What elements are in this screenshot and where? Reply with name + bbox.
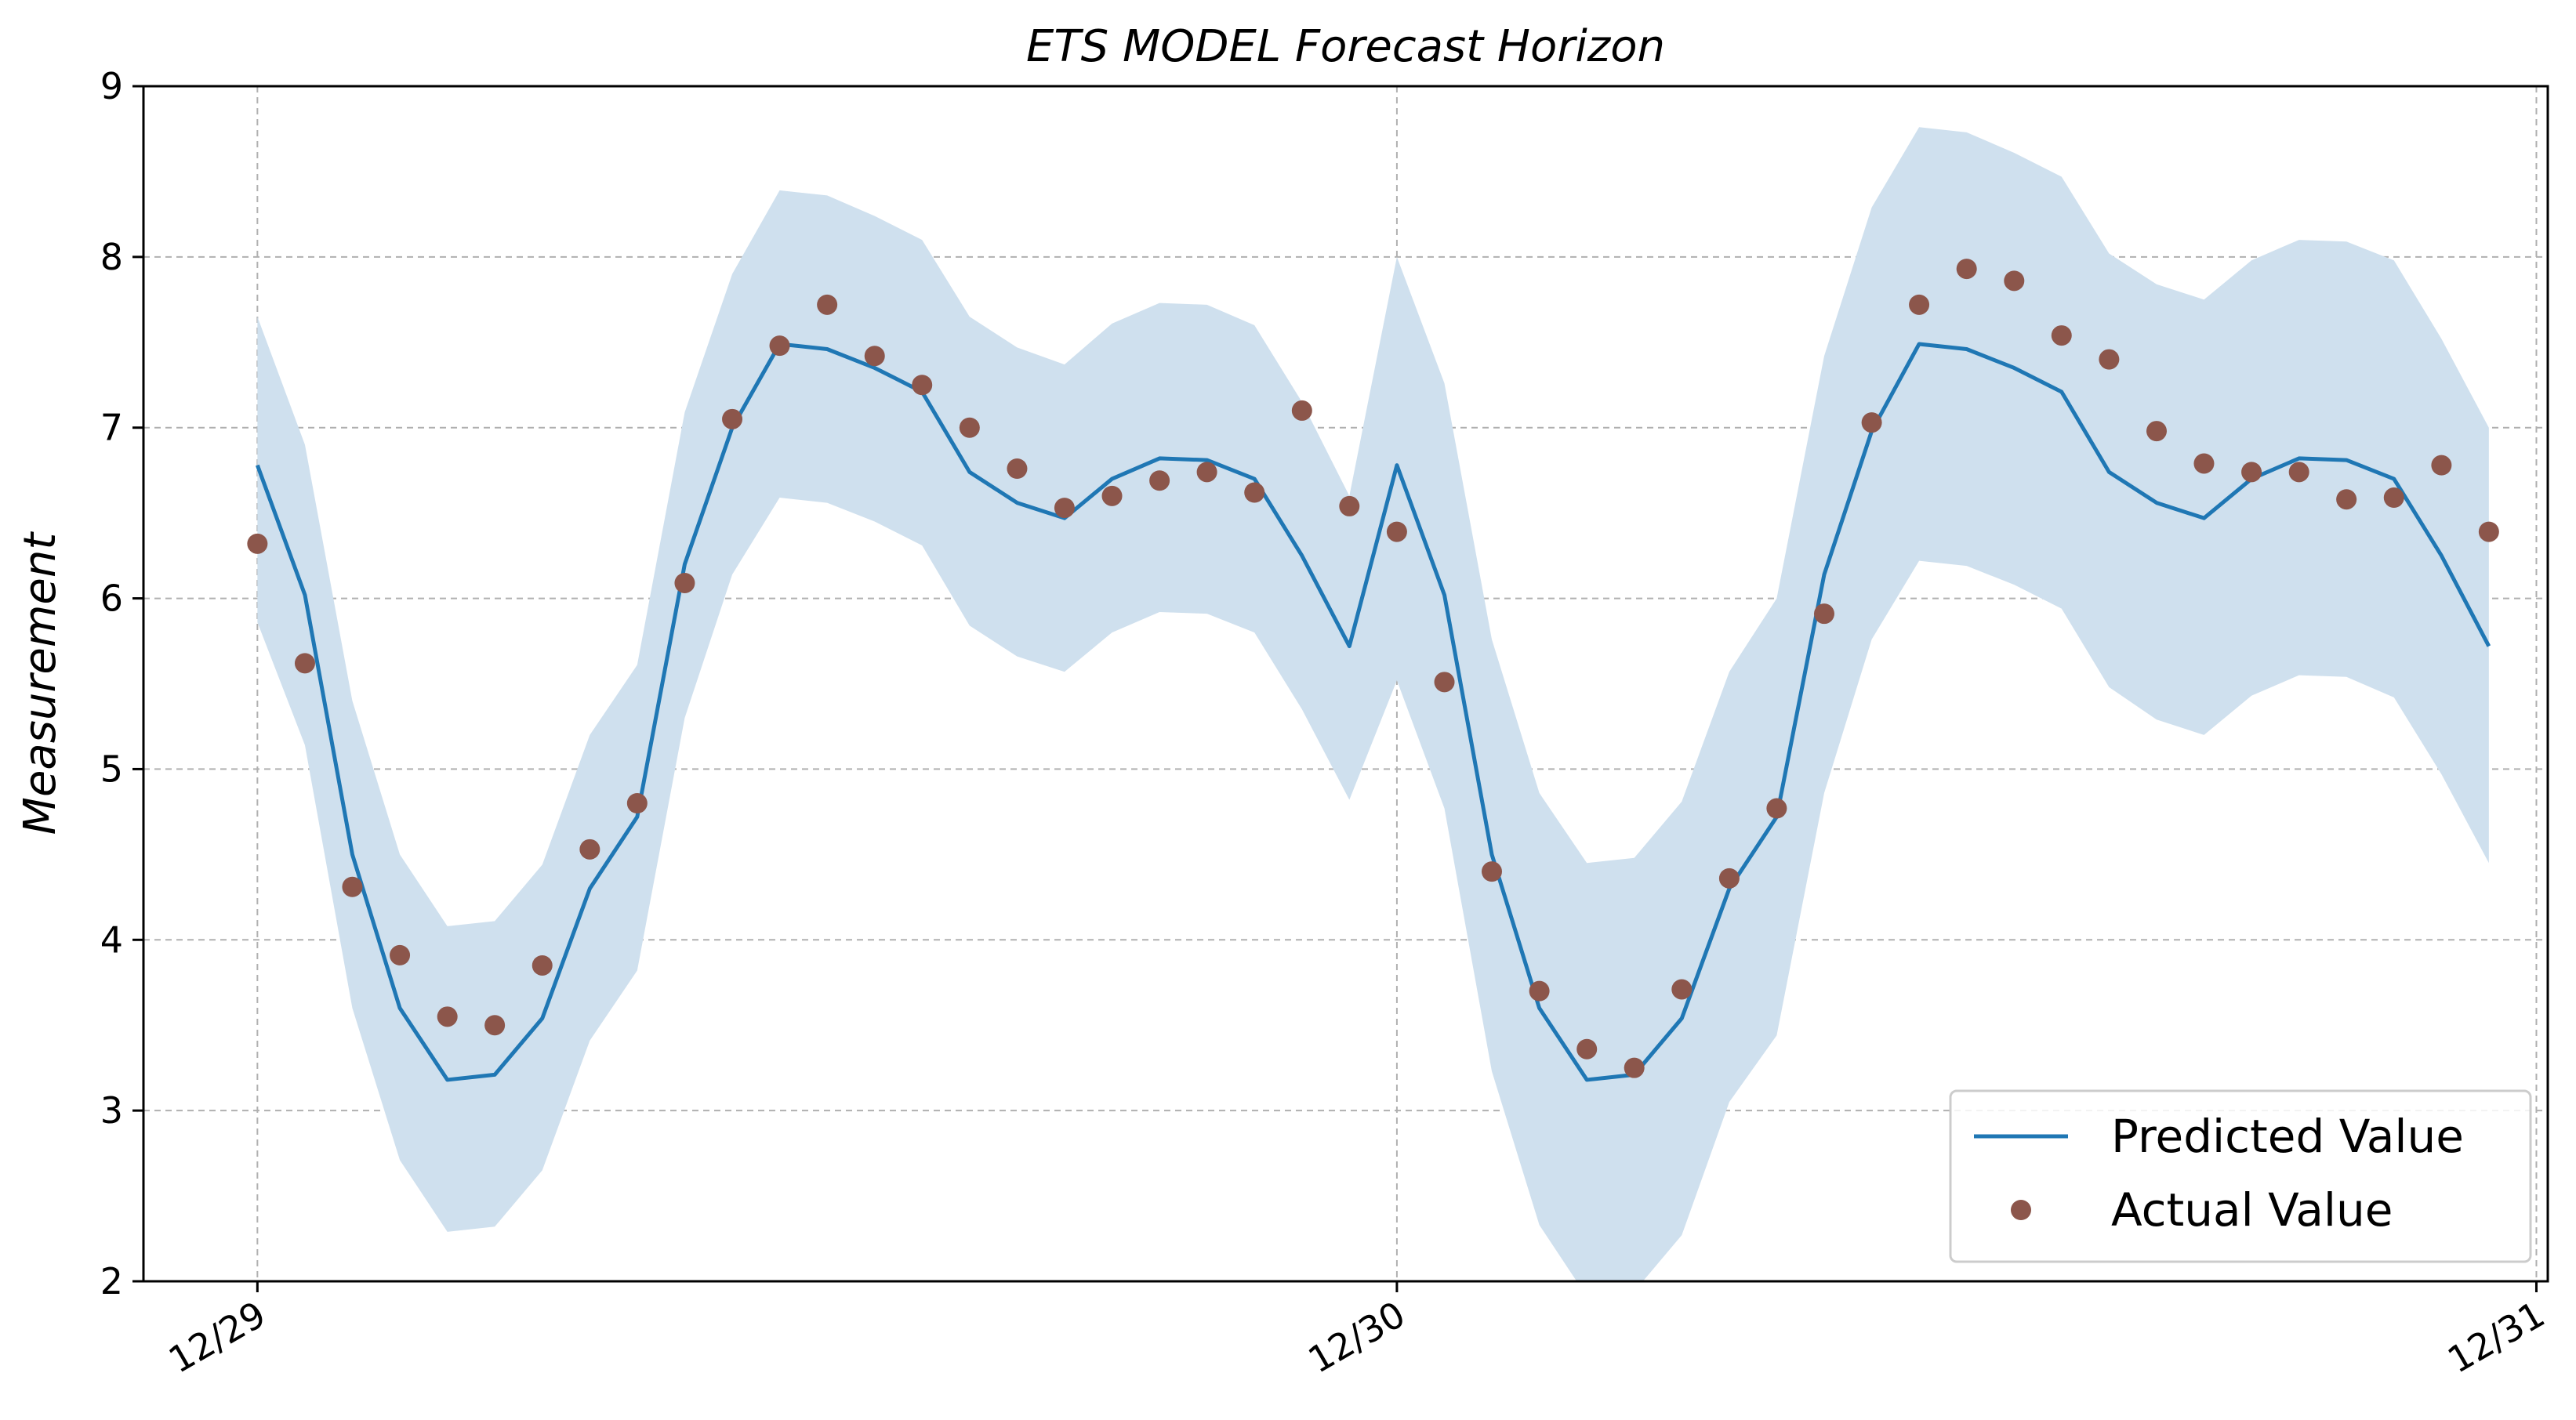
- actual-value-point: [1244, 482, 1265, 503]
- actual-value-point: [1529, 980, 1550, 1002]
- actual-value-point: [1861, 412, 1882, 433]
- actual-points-layer: [247, 259, 2499, 1078]
- y-tick-label: 6: [100, 578, 123, 620]
- actual-value-point: [484, 1015, 506, 1036]
- predicted-line-layer: [256, 342, 2491, 1082]
- actual-value-point: [912, 375, 933, 396]
- actual-value-point: [674, 572, 695, 593]
- chart-title: ETS MODEL Forecast Horizon: [1026, 21, 1665, 72]
- actual-value-point: [1813, 603, 1834, 625]
- predicted-value-line: [256, 342, 2491, 1082]
- actual-value-point: [2383, 487, 2404, 509]
- y-tick-label: 7: [100, 407, 123, 449]
- actual-value-point: [2146, 421, 2167, 442]
- y-tick-label: 8: [100, 236, 123, 278]
- actual-value-point: [294, 653, 315, 674]
- actual-value-point: [342, 876, 363, 897]
- confidence-band-layer: [257, 127, 2489, 1281]
- actual-value-point: [1291, 400, 1312, 421]
- actual-value-point: [2099, 349, 2120, 370]
- legend-actual-swatch: [2011, 1200, 2031, 1220]
- actual-value-point: [2478, 521, 2499, 542]
- y-axis-label: Measurement: [15, 531, 66, 835]
- y-tick-label: 9: [100, 65, 123, 107]
- actual-value-point: [959, 417, 980, 438]
- actual-value-point: [1339, 495, 1360, 516]
- actual-value-point: [769, 335, 790, 357]
- actual-value-point: [1149, 470, 1170, 491]
- actual-value-point: [1766, 798, 1787, 819]
- actual-value-point: [1007, 458, 1028, 479]
- legend-actual-label: Actual Value: [2111, 1183, 2393, 1237]
- y-tick-label: 5: [100, 748, 123, 790]
- actual-value-point: [1481, 861, 1502, 882]
- actual-value-point: [1434, 672, 1455, 693]
- actual-value-point: [2336, 489, 2357, 510]
- actual-value-point: [1101, 485, 1123, 506]
- actual-value-point: [1671, 979, 1693, 1000]
- actual-value-point: [2051, 325, 2072, 346]
- actual-value-point: [1718, 868, 1740, 889]
- actual-value-point: [247, 533, 268, 554]
- actual-value-point: [1196, 462, 1217, 483]
- actual-value-point: [626, 793, 648, 813]
- actual-value-point: [817, 294, 838, 315]
- plot-frame: [142, 85, 2549, 1283]
- actual-value-point: [1576, 1038, 1598, 1060]
- y-tick-label: 3: [100, 1089, 123, 1132]
- actual-value-point: [2004, 270, 2025, 292]
- actual-value-point: [390, 944, 411, 965]
- legend-predicted-label: Predicted Value: [2111, 1110, 2464, 1163]
- actual-value-point: [437, 1006, 458, 1027]
- legend: Predicted Value Actual Value: [1949, 1089, 2532, 1263]
- actual-value-point: [532, 955, 553, 976]
- actual-value-point: [2193, 453, 2215, 474]
- actual-value-point: [1956, 259, 1977, 280]
- actual-value-point: [2241, 462, 2262, 483]
- actual-value-point: [1909, 294, 1930, 315]
- actual-value-point: [1054, 498, 1075, 519]
- actual-value-point: [1386, 521, 1407, 542]
- actual-value-point: [1624, 1057, 1645, 1078]
- y-tick-label: 4: [100, 918, 123, 961]
- actual-value-point: [722, 408, 743, 429]
- confidence-band: [257, 127, 2489, 1281]
- actual-value-point: [2431, 455, 2452, 476]
- actual-value-point: [2288, 462, 2309, 483]
- actual-value-point: [864, 346, 885, 367]
- y-tick-label: 2: [100, 1260, 123, 1302]
- legend-box: [1949, 1089, 2532, 1263]
- actual-value-point: [579, 839, 600, 860]
